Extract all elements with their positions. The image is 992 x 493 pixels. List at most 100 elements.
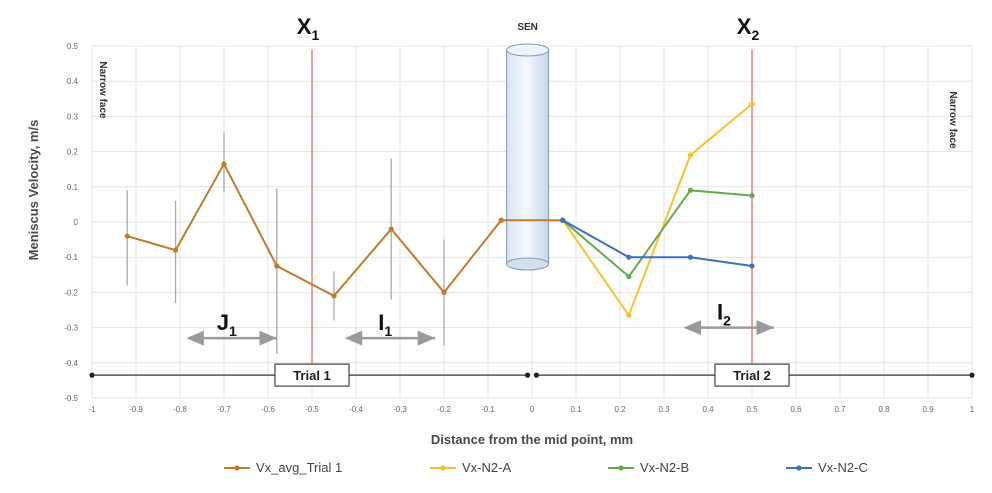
x-tick-label: 0.7 (834, 405, 846, 414)
data-point (687, 152, 694, 158)
y-tick-label: 0.4 (67, 77, 79, 86)
x-tick-label: -0.1 (481, 405, 495, 414)
reference-line-letter: X (297, 14, 312, 39)
range-label: I1 (378, 310, 392, 339)
trial-label: Trial 1 (293, 368, 331, 383)
y-tick-label: -0.2 (64, 288, 78, 297)
x-tick-label: -0.6 (261, 405, 275, 414)
data-point (388, 226, 394, 232)
legend-marker (796, 465, 802, 471)
series-3 (560, 187, 755, 280)
trial-label-box (274, 363, 350, 387)
data-point (749, 193, 755, 199)
series-1 (124, 132, 566, 354)
y-tick-label: -0.5 (64, 394, 78, 403)
y-tick-label: -0.3 (64, 324, 78, 333)
x-axis-label: Distance from the mid point, mm (431, 432, 633, 447)
range-subscript: 1 (229, 323, 237, 339)
series-group (124, 101, 755, 354)
x-tick-label: 0.2 (614, 405, 626, 414)
range-label: J1 (217, 310, 237, 339)
x-tick-label: 0.9 (922, 405, 934, 414)
x-tick-label: 1 (970, 405, 975, 414)
x-tick-label: 0.5 (746, 405, 758, 414)
data-point (221, 161, 227, 167)
x-tick-label: -0.5 (305, 405, 319, 414)
x-tick-label: -0.4 (349, 405, 363, 414)
y-tick-label: 0 (74, 218, 79, 227)
x-tick-label: -0.9 (129, 405, 143, 414)
x-tick-label: -0.2 (437, 405, 451, 414)
range-label: I2 (717, 300, 731, 329)
legend-marker (618, 465, 624, 471)
trial-end-point (525, 372, 531, 378)
x-tick-label: 0.1 (570, 405, 582, 414)
y-tick-label: 0.3 (67, 112, 79, 121)
trial-label-box (714, 363, 790, 387)
x-tick-label: 0.8 (878, 405, 890, 414)
x-tick-label: 0.6 (790, 405, 802, 414)
sen-label: SEN (517, 22, 538, 33)
y-tick-label: 0.1 (67, 183, 79, 192)
legend-label: Vx-N2-B (640, 460, 689, 475)
narrow-face-right-label: Narrow face (947, 91, 958, 149)
data-point (626, 273, 632, 280)
legend: Vx_avg_Trial 1 Vx-N2-A Vx-N2-B Vx-N2-C (224, 460, 868, 475)
series-2 (560, 101, 755, 318)
series-line (562, 189, 753, 279)
trial-end-point (89, 372, 95, 378)
y-tick-labels: 0.5 0.4 0.3 0.2 0.1 0 -0.1 -0.2 -0.3 -0.4 -0.5 (64, 42, 78, 403)
series-line (561, 103, 753, 318)
trial-end-point (533, 372, 540, 378)
trial-annotations: Trial 1 Trial 2 (89, 363, 975, 387)
legend-marker (440, 465, 446, 471)
trial-end-point (969, 372, 975, 378)
x-tick-label: -0.7 (217, 405, 231, 414)
reference-line-subscript: 2 (751, 27, 759, 43)
sen-bottom (506, 257, 550, 271)
x-tick-label: 0.4 (702, 405, 714, 414)
data-point (498, 217, 504, 223)
x-tick-label: 0.3 (658, 405, 670, 414)
data-point (173, 247, 179, 253)
legend-label: Vx_avg_Trial 1 (256, 460, 342, 475)
data-point (124, 233, 130, 239)
reference-line-letter: X (737, 14, 752, 39)
y-tick-label: -0.4 (64, 359, 78, 368)
range-subscript: 1 (384, 323, 392, 339)
x-tick-label: -1 (88, 405, 96, 414)
y-tick-label: 0.5 (67, 42, 79, 51)
trial-label: Trial 2 (733, 368, 771, 383)
legend-label: Vx-N2-A (462, 460, 511, 475)
data-point (626, 254, 632, 260)
y-tick-label: 0.2 (67, 148, 79, 157)
data-point (441, 289, 447, 295)
data-point (560, 217, 566, 223)
data-point (274, 263, 280, 269)
series-4 (560, 217, 755, 269)
y-tick-label: -0.1 (64, 253, 78, 262)
data-point (687, 187, 694, 193)
sen-top (506, 43, 550, 57)
x-tick-label: -0.3 (393, 405, 407, 414)
range-subscript: 2 (723, 313, 731, 329)
reference-lines: X1 X2 (297, 14, 760, 365)
x-tick-label: -0.8 (173, 405, 187, 414)
range-letter: I (717, 300, 723, 325)
legend-marker (234, 465, 240, 471)
y-axis-label: Meniscus Velocity, m/s (26, 120, 41, 261)
range-letter: I (378, 310, 384, 335)
x-tick-labels: -1 -0.9 -0.8 -0.7 -0.6 -0.5 -0.4 -0.3 -0.2 -0.1 0 0… (88, 405, 974, 414)
series-line (562, 219, 753, 267)
data-point (331, 293, 337, 299)
narrow-face-left-label: Narrow face (97, 61, 108, 119)
legend-label: Vx-N2-C (818, 460, 868, 475)
x-tick-label: 0 (530, 405, 535, 414)
sen-body (506, 49, 550, 265)
reference-line-label: X2 (737, 14, 760, 43)
data-point (749, 101, 755, 107)
data-point (749, 263, 755, 269)
series-line (126, 161, 563, 298)
